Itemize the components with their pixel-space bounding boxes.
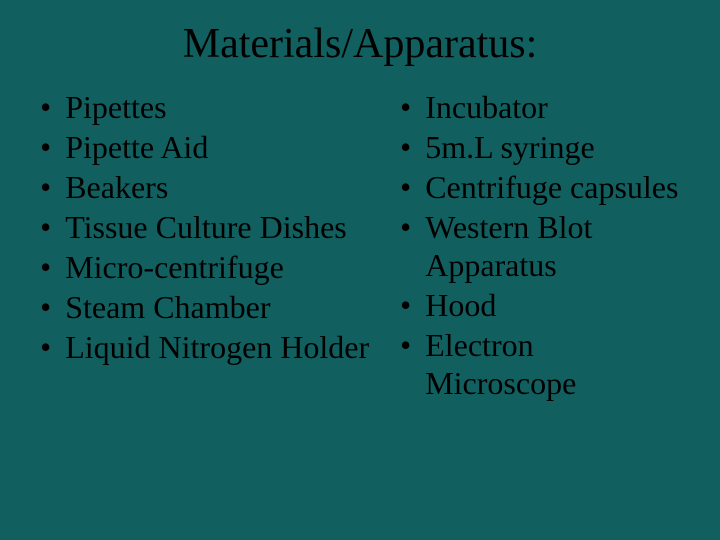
left-bullet-list: • Pipettes • Pipette Aid • Beakers • Tis… bbox=[40, 88, 380, 366]
bullet-icon: • bbox=[400, 168, 411, 206]
list-item-text: Pipettes bbox=[65, 88, 166, 126]
bullet-icon: • bbox=[40, 128, 51, 166]
bullet-icon: • bbox=[400, 208, 411, 246]
list-item: • Western Blot Apparatus bbox=[400, 208, 680, 284]
bullet-icon: • bbox=[400, 88, 411, 126]
right-column: • Incubator • 5m.L syringe • Centrifuge … bbox=[400, 88, 680, 404]
list-item-text: Centrifuge capsules bbox=[425, 168, 678, 206]
bullet-icon: • bbox=[40, 248, 51, 286]
bullet-icon: • bbox=[400, 286, 411, 324]
bullet-icon: • bbox=[40, 168, 51, 206]
list-item-text: Western Blot Apparatus bbox=[425, 208, 680, 284]
bullet-icon: • bbox=[40, 88, 51, 126]
bullet-icon: • bbox=[40, 208, 51, 246]
list-item-text: Steam Chamber bbox=[65, 288, 270, 326]
list-item: • Hood bbox=[400, 286, 680, 324]
list-item: • Electron Microscope bbox=[400, 326, 680, 402]
list-item-text: Micro-centrifuge bbox=[65, 248, 284, 286]
list-item-text: Beakers bbox=[65, 168, 168, 206]
list-item: • Liquid Nitrogen Holder bbox=[40, 328, 380, 366]
list-item: • Incubator bbox=[400, 88, 680, 126]
list-item-text: Pipette Aid bbox=[65, 128, 208, 166]
list-item: • Pipettes bbox=[40, 88, 380, 126]
list-item: • Centrifuge capsules bbox=[400, 168, 680, 206]
list-item: • Micro-centrifuge bbox=[40, 248, 380, 286]
list-item: • Tissue Culture Dishes bbox=[40, 208, 380, 246]
bullet-icon: • bbox=[400, 326, 411, 364]
list-item-text: Electron Microscope bbox=[425, 326, 680, 402]
bullet-icon: • bbox=[40, 328, 51, 366]
list-item-text: Hood bbox=[425, 286, 496, 324]
list-item: • Pipette Aid bbox=[40, 128, 380, 166]
list-item: • 5m.L syringe bbox=[400, 128, 680, 166]
list-item: • Beakers bbox=[40, 168, 380, 206]
list-item-text: 5m.L syringe bbox=[425, 128, 594, 166]
list-item-text: Liquid Nitrogen Holder bbox=[65, 328, 369, 366]
left-column: • Pipettes • Pipette Aid • Beakers • Tis… bbox=[40, 88, 380, 404]
list-item: • Steam Chamber bbox=[40, 288, 380, 326]
list-item-text: Tissue Culture Dishes bbox=[65, 208, 347, 246]
list-item-text: Incubator bbox=[425, 88, 548, 126]
bullet-icon: • bbox=[400, 128, 411, 166]
columns-container: • Pipettes • Pipette Aid • Beakers • Tis… bbox=[40, 88, 680, 404]
slide-container: Materials/Apparatus: • Pipettes • Pipett… bbox=[0, 0, 720, 540]
slide-title: Materials/Apparatus: bbox=[40, 20, 680, 68]
right-bullet-list: • Incubator • 5m.L syringe • Centrifuge … bbox=[400, 88, 680, 402]
bullet-icon: • bbox=[40, 288, 51, 326]
